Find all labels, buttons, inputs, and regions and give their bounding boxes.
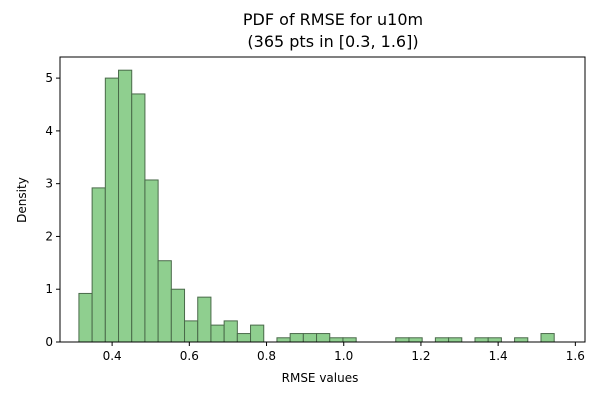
histogram-bar [131, 93, 146, 343]
histogram-bars [78, 69, 555, 343]
histogram-bar [91, 187, 106, 343]
x-tick-label: 1.2 [411, 349, 430, 363]
histogram-bar [514, 337, 529, 343]
histogram-bar [302, 333, 318, 343]
y-tick-label: 4 [45, 124, 53, 138]
y-tick-label: 2 [45, 229, 53, 243]
histogram-bar [540, 333, 555, 343]
x-tick-label: 1.4 [489, 349, 508, 363]
histogram-bar [434, 337, 450, 343]
histogram-bar [408, 337, 423, 343]
x-axis-label: RMSE values [282, 371, 359, 385]
histogram-bar [184, 320, 199, 343]
histogram-bar [236, 333, 252, 343]
histogram-bar [78, 292, 93, 343]
histogram-bar [316, 333, 331, 343]
histogram-bar [157, 260, 172, 343]
x-tick-label: 1.0 [334, 349, 353, 363]
x-tick-label: 0.6 [180, 349, 199, 363]
histogram-bar [250, 324, 265, 343]
histogram-bar [329, 337, 344, 343]
histogram-bar [223, 320, 238, 343]
chart-title-line2: (365 pts in [0.3, 1.6]) [247, 32, 418, 51]
histogram-bar [487, 337, 502, 343]
x-axis: 0.4 0.6 0.8 1.0 1.2 1.4 1.6 [103, 342, 585, 363]
histogram-bar [118, 69, 133, 343]
x-tick-label: 1.6 [566, 349, 585, 363]
histogram-bar [342, 337, 357, 343]
y-axis: 0 1 2 3 4 5 [45, 71, 60, 349]
y-tick-label: 0 [45, 335, 53, 349]
histogram-bar [197, 296, 212, 343]
histogram-bar [210, 324, 225, 343]
histogram-bar [104, 77, 120, 343]
y-tick-label: 5 [45, 71, 53, 85]
chart-title-line1: PDF of RMSE for u10m [243, 10, 423, 29]
y-axis-label: Density [15, 177, 29, 223]
x-tick-label: 0.8 [257, 349, 276, 363]
histogram-bar [448, 337, 463, 343]
histogram-bar [170, 288, 186, 343]
histogram-bar [395, 337, 410, 343]
histogram-bar [289, 333, 304, 343]
y-tick-label: 1 [45, 282, 53, 296]
plot-frame [59, 56, 586, 343]
x-tick-label: 0.4 [103, 349, 122, 363]
histogram-bar [144, 179, 159, 343]
histogram-bar [276, 337, 291, 343]
histogram-bar [474, 337, 489, 343]
y-tick-label: 3 [45, 177, 53, 191]
